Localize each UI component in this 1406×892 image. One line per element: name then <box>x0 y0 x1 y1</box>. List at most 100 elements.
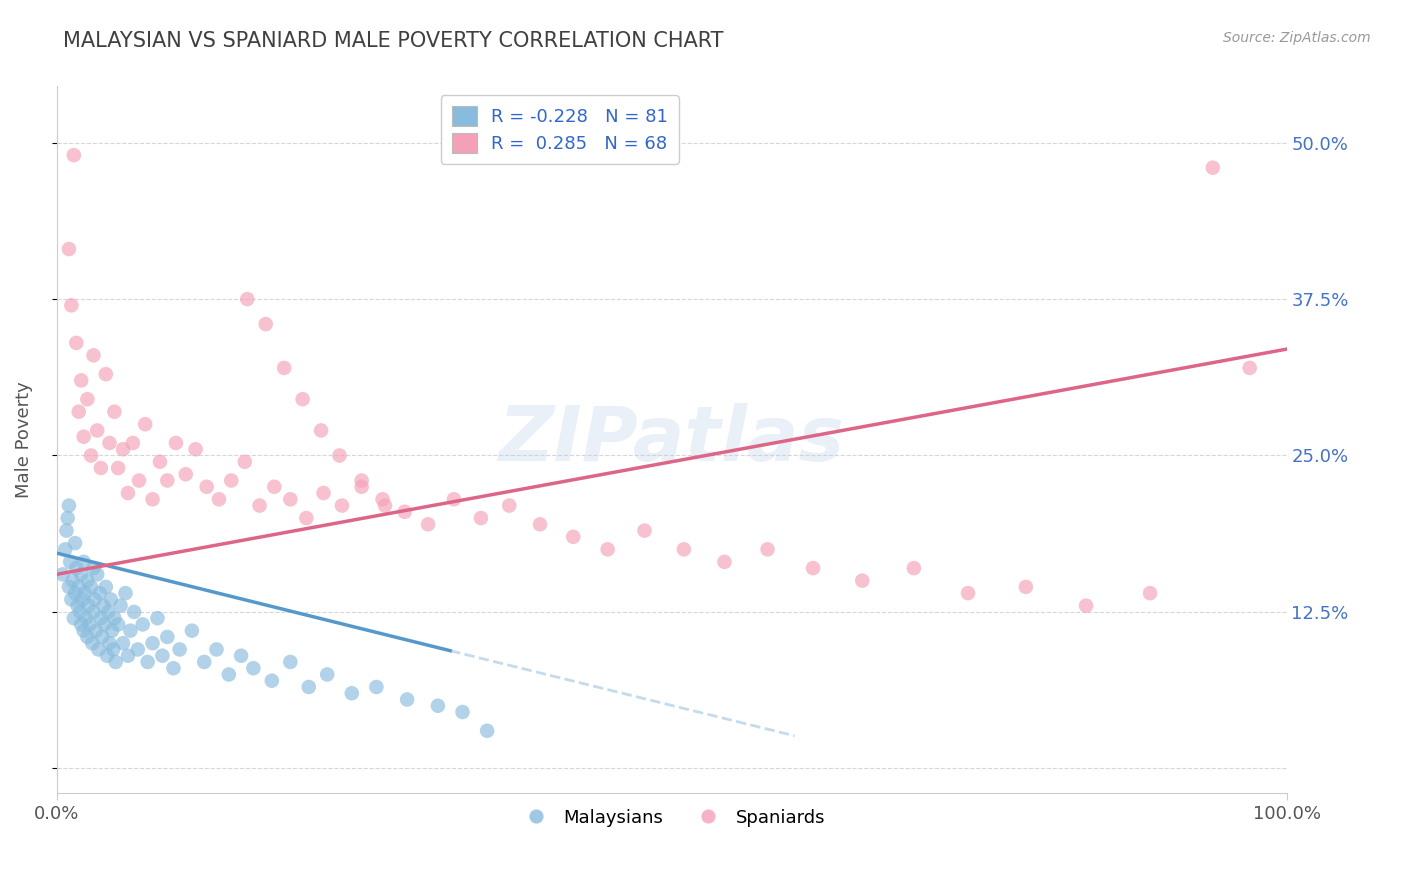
Point <box>470 511 492 525</box>
Point <box>53 542 76 557</box>
Point <box>1015 580 1038 594</box>
Point <box>75 611 97 625</box>
Point <box>120 624 142 638</box>
Point <box>328 449 350 463</box>
Point <box>134 417 156 432</box>
Point <box>260 673 283 688</box>
Point <box>63 611 86 625</box>
Point <box>83 592 105 607</box>
Point <box>312 486 335 500</box>
Point <box>65 561 87 575</box>
Point <box>291 392 314 407</box>
Point <box>96 648 118 663</box>
Point <box>165 436 187 450</box>
Point <box>1239 360 1261 375</box>
Point <box>70 617 93 632</box>
Point <box>374 499 396 513</box>
Point <box>195 480 218 494</box>
Point <box>103 611 125 625</box>
Point <box>112 442 135 457</box>
Point <box>146 611 169 625</box>
Point <box>76 574 98 588</box>
Point <box>903 561 925 575</box>
Point <box>451 705 474 719</box>
Point <box>73 624 96 638</box>
Point <box>80 580 103 594</box>
Point <box>91 630 114 644</box>
Point <box>672 542 695 557</box>
Point <box>98 636 121 650</box>
Point <box>83 348 105 362</box>
Point <box>83 561 105 575</box>
Point <box>136 655 159 669</box>
Point <box>475 723 498 738</box>
Point <box>103 405 125 419</box>
Point <box>66 599 89 613</box>
Point <box>316 667 339 681</box>
Point <box>128 474 150 488</box>
Point <box>330 499 353 513</box>
Point <box>60 298 83 312</box>
Point <box>63 148 86 162</box>
Text: Source: ZipAtlas.com: Source: ZipAtlas.com <box>1223 31 1371 45</box>
Point <box>93 599 115 613</box>
Point <box>58 242 80 256</box>
Point <box>141 492 163 507</box>
Point <box>229 648 252 663</box>
Point <box>63 586 86 600</box>
Point <box>193 655 215 669</box>
Point <box>93 617 115 632</box>
Legend: Malaysians, Spaniards: Malaysians, Spaniards <box>510 801 832 834</box>
Point <box>1202 161 1225 175</box>
Point <box>62 574 84 588</box>
Point <box>219 474 242 488</box>
Point <box>94 580 117 594</box>
Point <box>83 605 105 619</box>
Point <box>58 499 80 513</box>
Point <box>713 555 735 569</box>
Point <box>309 424 332 438</box>
Point <box>80 449 103 463</box>
Point <box>132 617 155 632</box>
Point <box>73 586 96 600</box>
Text: ZIPatlas: ZIPatlas <box>499 403 845 477</box>
Point <box>90 461 112 475</box>
Point <box>100 592 122 607</box>
Point <box>184 442 207 457</box>
Text: MALAYSIAN VS SPANIARD MALE POVERTY CORRELATION CHART: MALAYSIAN VS SPANIARD MALE POVERTY CORRE… <box>63 31 724 51</box>
Point <box>169 642 191 657</box>
Point <box>84 624 107 638</box>
Point <box>65 335 87 350</box>
Point <box>117 486 139 500</box>
Point <box>52 567 75 582</box>
Point <box>72 592 94 607</box>
Point <box>180 624 202 638</box>
Point <box>110 599 132 613</box>
Point <box>236 292 259 306</box>
Point <box>114 586 136 600</box>
Point <box>76 392 98 407</box>
Point <box>73 430 96 444</box>
Point <box>263 480 285 494</box>
Point <box>86 567 108 582</box>
Point <box>371 492 394 507</box>
Point <box>67 580 90 594</box>
Y-axis label: Male Poverty: Male Poverty <box>15 382 32 499</box>
Point <box>98 436 121 450</box>
Point <box>150 648 173 663</box>
Point <box>756 542 779 557</box>
Point <box>117 648 139 663</box>
Point <box>149 455 172 469</box>
Point <box>76 630 98 644</box>
Point <box>278 655 301 669</box>
Point <box>851 574 873 588</box>
Point <box>208 492 231 507</box>
Point <box>416 517 439 532</box>
Point <box>127 642 149 657</box>
Point <box>1074 599 1097 613</box>
Point <box>56 511 79 525</box>
Point <box>79 617 101 632</box>
Point <box>596 542 619 557</box>
Point <box>90 611 112 625</box>
Point <box>97 605 120 619</box>
